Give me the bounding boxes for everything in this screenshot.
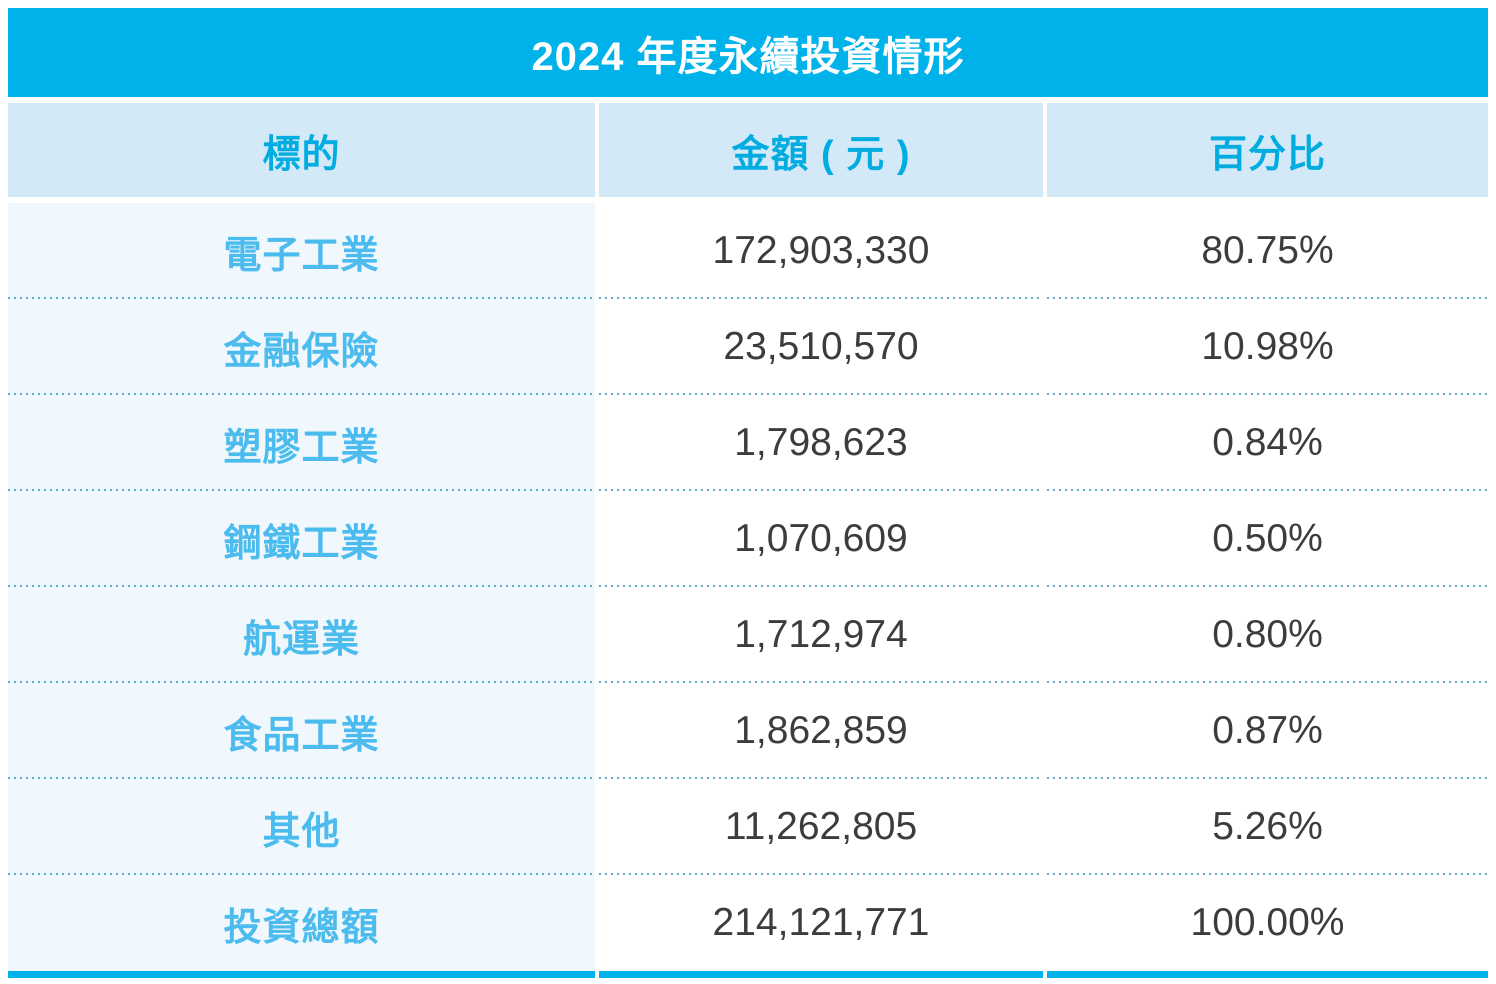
- table-row: 鋼鐵工業 1,070,609 0.50%: [8, 491, 1488, 587]
- row-label: 其他: [8, 779, 595, 875]
- row-label: 投資總額: [8, 875, 595, 971]
- table-header-amount: 金額 ( 元 ): [599, 103, 1043, 197]
- row-percent: 5.26%: [1047, 779, 1488, 875]
- row-percent: 100.00%: [1047, 875, 1488, 971]
- table-row: 電子工業 172,903,330 80.75%: [8, 203, 1488, 299]
- bottom-border-segment: [599, 971, 1043, 978]
- table-row: 塑膠工業 1,798,623 0.84%: [8, 395, 1488, 491]
- row-percent: 0.87%: [1047, 683, 1488, 779]
- table-header-percent: 百分比: [1047, 103, 1488, 197]
- row-label: 金融保險: [8, 299, 595, 395]
- row-amount: 1,798,623: [599, 395, 1043, 491]
- table-row: 其他 11,262,805 5.26%: [8, 779, 1488, 875]
- table-header-target: 標的: [8, 103, 595, 197]
- row-percent: 0.50%: [1047, 491, 1488, 587]
- table-row: 食品工業 1,862,859 0.87%: [8, 683, 1488, 779]
- table-bottom-border: [8, 971, 1488, 978]
- investment-table: 2024 年度永續投資情形 標的 金額 ( 元 ) 百分比 電子工業 172,9…: [8, 8, 1488, 978]
- row-amount: 1,070,609: [599, 491, 1043, 587]
- row-label: 鋼鐵工業: [8, 491, 595, 587]
- row-label: 食品工業: [8, 683, 595, 779]
- table-row: 航運業 1,712,974 0.80%: [8, 587, 1488, 683]
- row-amount: 1,712,974: [599, 587, 1043, 683]
- row-amount: 23,510,570: [599, 299, 1043, 395]
- table-row: 金融保險 23,510,570 10.98%: [8, 299, 1488, 395]
- row-label: 電子工業: [8, 203, 595, 299]
- row-percent: 0.80%: [1047, 587, 1488, 683]
- row-amount: 214,121,771: [599, 875, 1043, 971]
- row-percent: 80.75%: [1047, 203, 1488, 299]
- row-amount: 11,262,805: [599, 779, 1043, 875]
- row-percent: 0.84%: [1047, 395, 1488, 491]
- table-title-bar: 2024 年度永續投資情形: [8, 8, 1488, 97]
- row-label: 航運業: [8, 587, 595, 683]
- page-title: 2024 年度永續投資情形: [531, 34, 965, 79]
- row-amount: 1,862,859: [599, 683, 1043, 779]
- row-amount: 172,903,330: [599, 203, 1043, 299]
- bottom-border-segment: [1047, 971, 1488, 978]
- row-percent: 10.98%: [1047, 299, 1488, 395]
- table-row-total: 投資總額 214,121,771 100.00%: [8, 875, 1488, 971]
- bottom-border-segment: [8, 971, 595, 978]
- table-header-row: 標的 金額 ( 元 ) 百分比: [8, 103, 1488, 197]
- row-label: 塑膠工業: [8, 395, 595, 491]
